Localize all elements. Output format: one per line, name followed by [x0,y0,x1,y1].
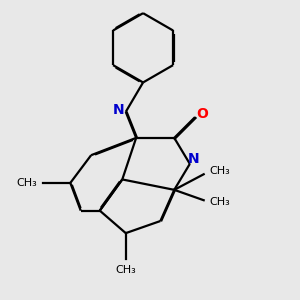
Text: CH₃: CH₃ [17,178,38,188]
Text: N: N [112,103,124,117]
Text: CH₃: CH₃ [209,166,230,176]
Text: N: N [188,152,200,166]
Text: CH₃: CH₃ [209,197,230,207]
Text: O: O [197,106,208,121]
Text: CH₃: CH₃ [116,265,136,275]
